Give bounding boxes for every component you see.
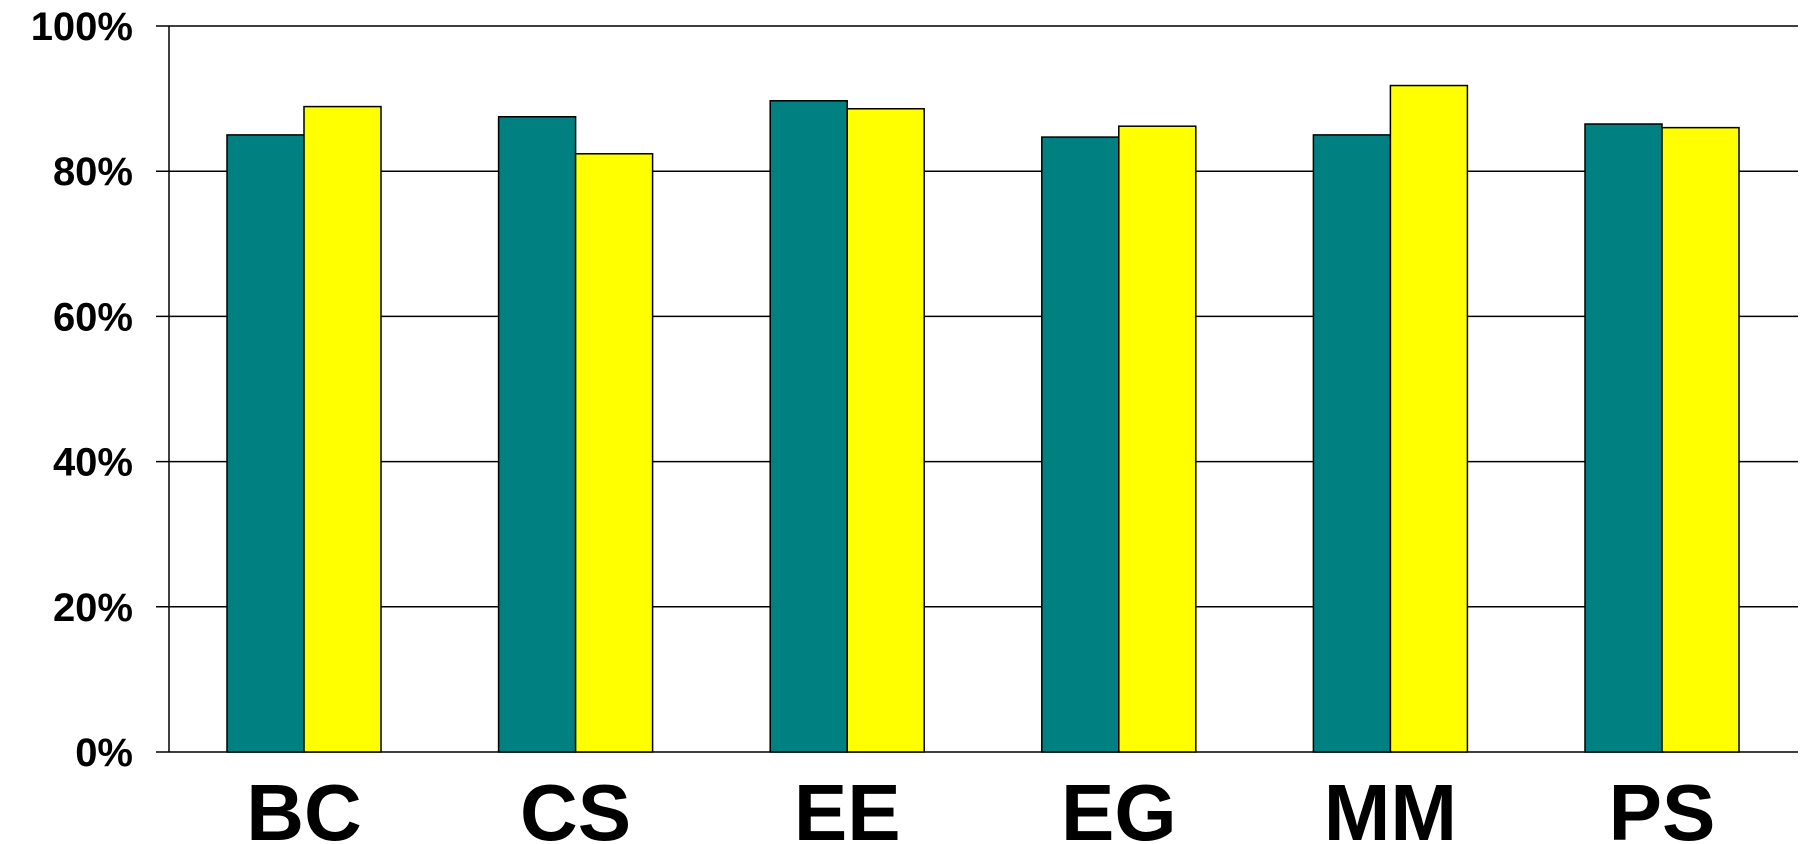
bars (226, 84, 1740, 753)
bar-ee-series-2 (846, 108, 925, 753)
x-tick-label: BC (246, 768, 362, 844)
bar-bc-series-1 (226, 134, 305, 753)
y-tick-label: 60% (53, 295, 133, 339)
gridlines (156, 25, 1798, 753)
x-tick-label: CS (520, 768, 631, 844)
x-tick-label: MM (1324, 768, 1457, 844)
x-tick-labels: BC CS EE EG MM PS (246, 768, 1715, 844)
bar-ps-series-1 (1584, 123, 1663, 753)
x-tick-label: EE (794, 768, 901, 844)
y-tick-label: 100% (31, 5, 133, 49)
y-tick-label: 40% (53, 441, 133, 485)
bar-mm-series-2 (1389, 84, 1469, 753)
x-tick-label: PS (1609, 768, 1716, 844)
bar-eg-series-2 (1118, 125, 1197, 753)
bar-eg-series-1 (1041, 136, 1120, 753)
y-tick-label: 20% (53, 586, 133, 630)
bar-ps-series-2 (1661, 126, 1740, 753)
bar-bc-series-2 (303, 105, 382, 753)
y-tick-labels: 0% 20% 40% 60% 80% 100% (31, 5, 133, 775)
x-tick-label: EG (1061, 768, 1177, 844)
y-tick-label: 80% (53, 150, 133, 194)
bar-cs-series-1 (497, 116, 577, 753)
y-tick-label: 0% (75, 731, 133, 775)
bar-mm-series-1 (1312, 134, 1392, 753)
bar-ee-series-1 (769, 100, 848, 753)
bar-cs-series-2 (574, 153, 654, 753)
